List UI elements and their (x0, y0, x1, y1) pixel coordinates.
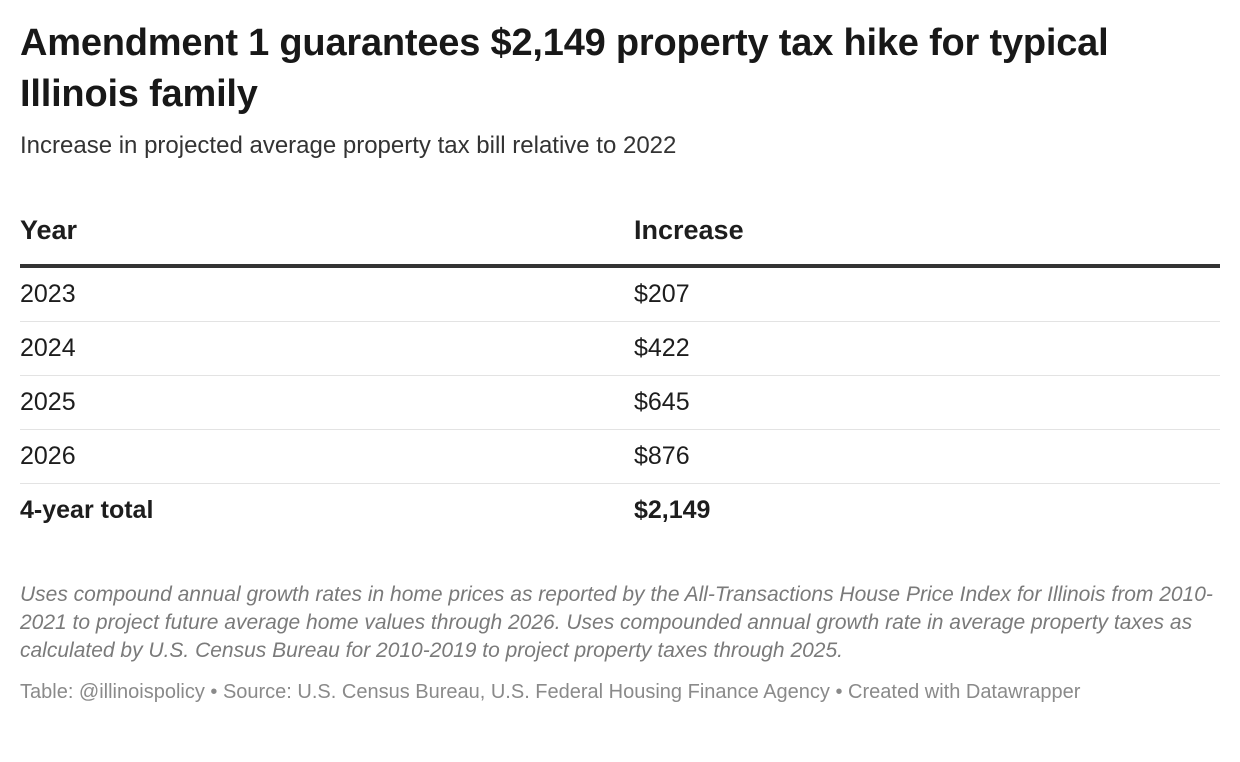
chart-title: Amendment 1 guarantees $2,149 property t… (20, 22, 1109, 115)
cell-year: 2026 (20, 429, 634, 484)
source-footer: Table: @illinoispolicy • Source: U.S. Ce… (20, 681, 1081, 703)
cell-increase: $876 (634, 429, 1220, 484)
total-value: $2,149 (634, 496, 711, 524)
total-row: 4-year total $2,149 (20, 484, 1220, 538)
cell-year: 2025 (20, 375, 634, 430)
table-row: 2023 $207 (20, 266, 1220, 322)
header-year: Year (20, 215, 634, 268)
methodology-notes: Uses compound annual growth rates in hom… (20, 583, 1213, 662)
header-increase: Increase (634, 215, 1220, 268)
cell-increase: $422 (634, 321, 1220, 376)
table-row: 2026 $876 (20, 429, 1220, 484)
cell-year: 2023 (20, 266, 634, 322)
total-label: 4-year total (20, 496, 154, 524)
cell-year: 2024 (20, 321, 634, 376)
table-header-row: Year Increase (20, 215, 1220, 268)
cell-increase: $207 (634, 266, 1220, 322)
data-table: Year Increase 2023 $207 2024 $422 2025 $… (20, 215, 1220, 537)
table-row: 2024 $422 (20, 321, 1220, 376)
table-container: Amendment 1 guarantees $2,149 property t… (20, 18, 1220, 705)
chart-subtitle: Increase in projected average property t… (20, 132, 677, 159)
cell-increase: $645 (634, 375, 1220, 430)
table-row: 2025 $645 (20, 375, 1220, 430)
